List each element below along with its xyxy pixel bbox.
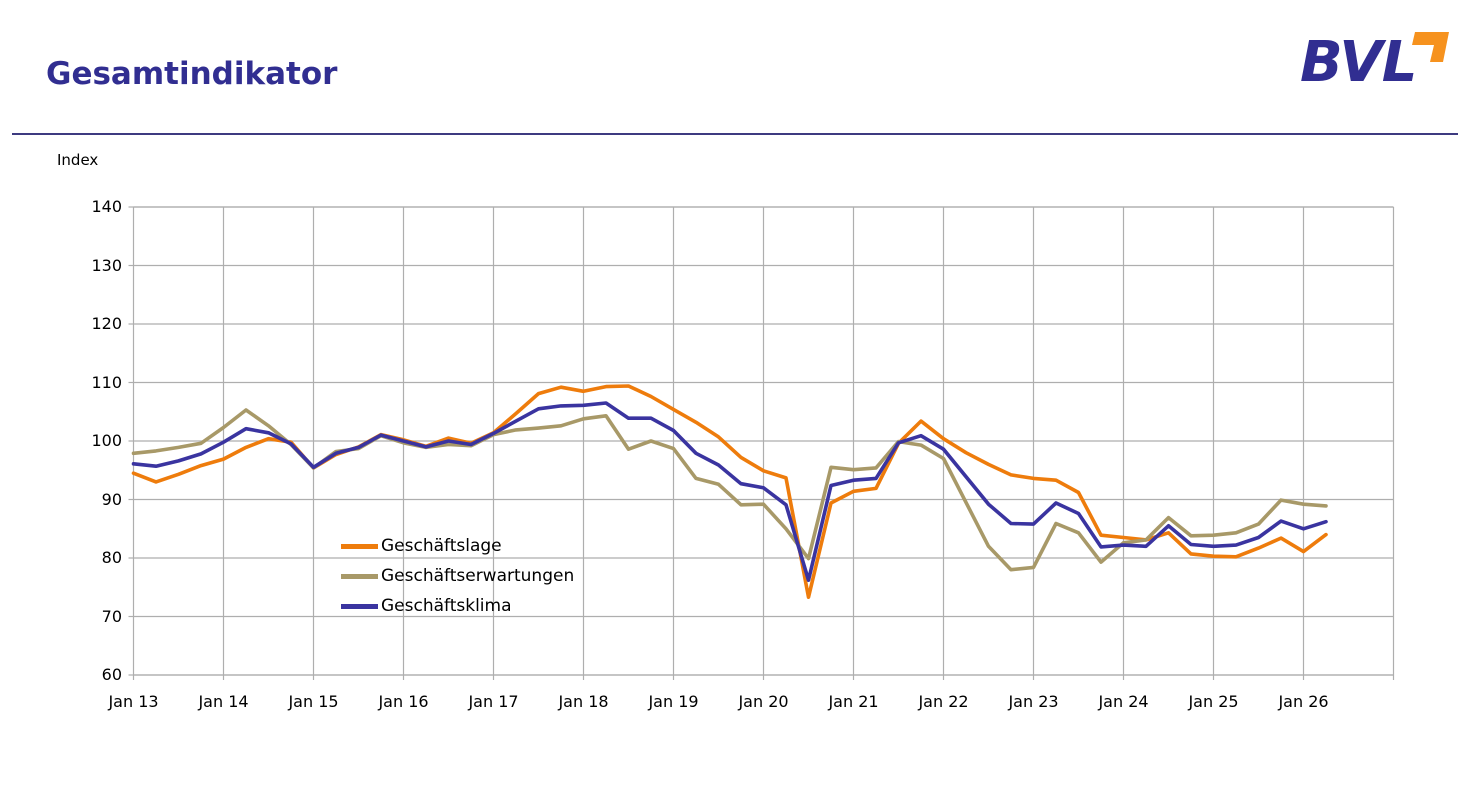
y-tick-label: 130 (91, 255, 122, 275)
legend-label: Geschäftserwartungen (381, 566, 575, 586)
x-tick-label: Jan 25 (1188, 692, 1239, 711)
x-tick-label: Jan 21 (828, 692, 879, 711)
bvl-logo-corner-icon (1412, 32, 1449, 62)
x-tick-label: Jan 14 (198, 692, 249, 711)
geschaeftslage-line-swatch (341, 543, 378, 549)
x-tick-label: Jan 18 (558, 692, 609, 711)
y-tick-label: 80 (101, 548, 122, 567)
legend-label: Geschäftsklima (381, 596, 512, 616)
page-title: Gesamtindikator (46, 56, 338, 92)
legend-item-geschaeftserwartungen: Geschäftserwartungen (341, 561, 574, 591)
x-tick-label: Jan 19 (648, 692, 699, 711)
geschaeftserwartungen-line-swatch (341, 573, 378, 579)
legend-item-geschaeftslage: Geschäftslage (341, 531, 574, 561)
x-tick-label: Jan 20 (738, 692, 789, 711)
x-tick-label: Jan 22 (918, 692, 969, 711)
header-divider (12, 133, 1458, 135)
y-axis-title: Index (57, 151, 99, 169)
y-tick-label: 90 (101, 489, 122, 509)
y-tick-label: 120 (91, 314, 122, 333)
x-tick-label: Jan 23 (1008, 692, 1059, 711)
geschaeftsklima-line-swatch (341, 603, 378, 609)
bvl-logo-text: BVL (1300, 30, 1417, 95)
x-tick-label: Jan 26 (1278, 692, 1329, 711)
x-tick-label: Jan 13 (108, 692, 159, 711)
series-geschäftsklima (131, 401, 1328, 583)
chart-legend: Geschäftslage Geschäftserwartungen Gesch… (341, 531, 574, 621)
bvl-logo: BVL (1300, 22, 1450, 112)
legend-label: Geschäftslage (381, 536, 502, 556)
x-tick-label: Jan 17 (468, 692, 519, 711)
y-tick-label: 140 (91, 197, 122, 216)
x-tick-label: Jan 16 (378, 692, 429, 711)
y-tick-label: 70 (101, 606, 122, 626)
legend-item-geschaeftsklima: Geschäftsklima (341, 591, 574, 621)
y-tick-label: 100 (91, 431, 122, 450)
y-tick-label: 110 (91, 372, 122, 392)
y-tick-label: 60 (101, 665, 122, 684)
x-tick-label: Jan 24 (1098, 692, 1149, 711)
series-geschäftslage (131, 384, 1328, 600)
x-tick-label: Jan 15 (288, 692, 339, 711)
